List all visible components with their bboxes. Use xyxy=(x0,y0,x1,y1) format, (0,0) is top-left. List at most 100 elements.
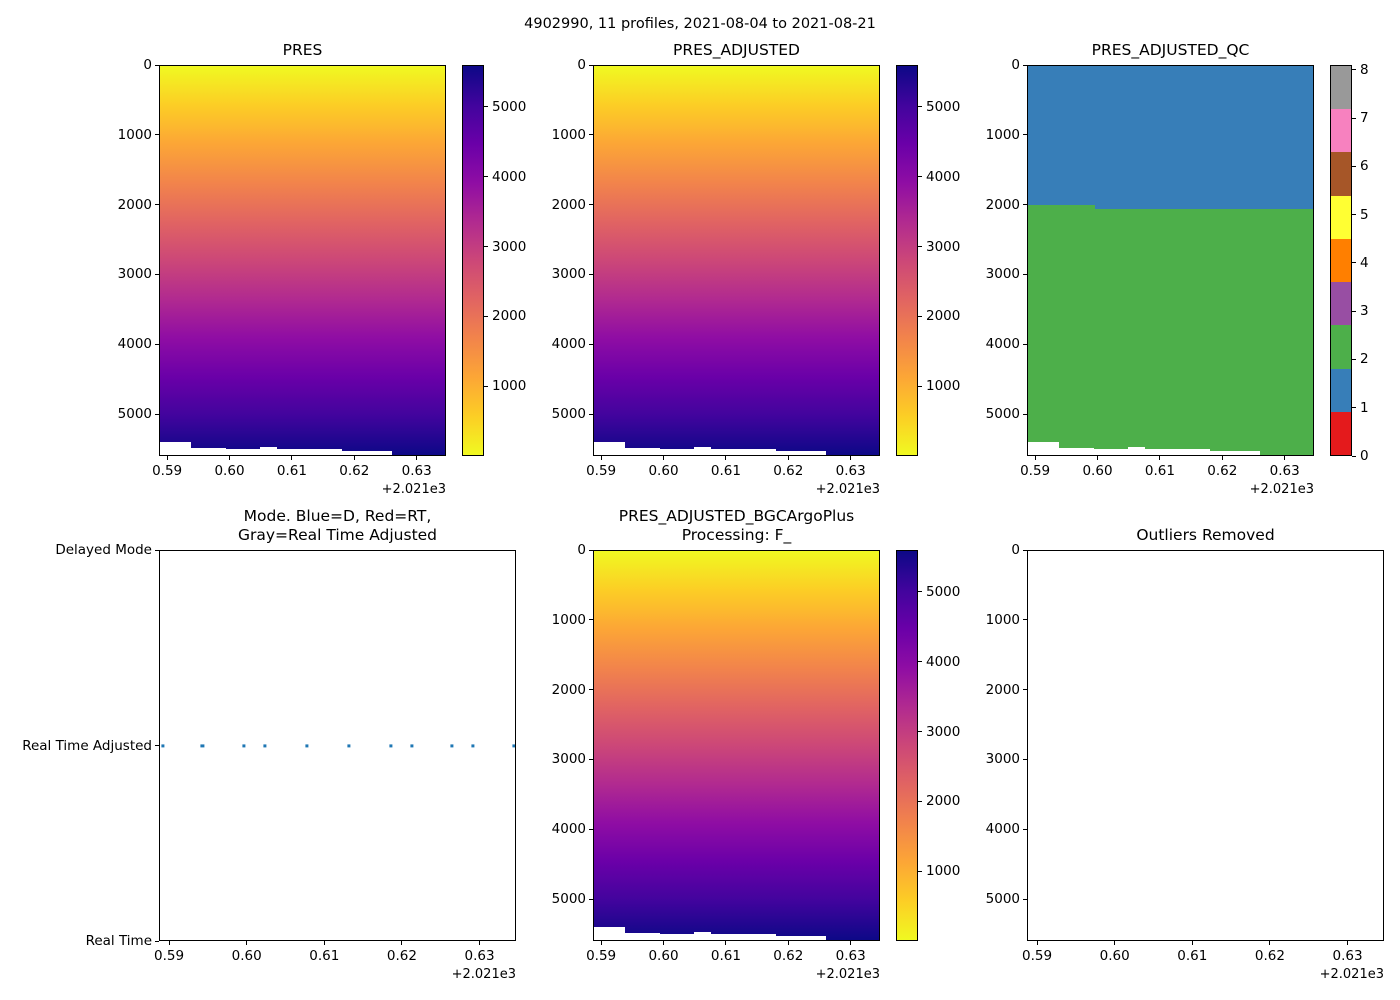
colorbar-tick-label: 5000 xyxy=(492,98,527,115)
x-tick-label: 0.63 xyxy=(835,948,866,964)
scatter-point-4 xyxy=(305,743,309,748)
y-tick-label: 2000 xyxy=(551,681,586,698)
y-tick-label: 5000 xyxy=(117,406,152,423)
colorbar-tick-label: 2000 xyxy=(926,793,961,810)
plot-area-pres_adjusted_qc xyxy=(1027,65,1314,456)
x-tick-mark xyxy=(1159,456,1161,460)
scatter-point-5 xyxy=(347,743,351,748)
x-tick-mark xyxy=(600,456,602,460)
colorbar-tick-mark xyxy=(484,385,488,387)
subplot-title-pres: PRES xyxy=(282,41,323,59)
depth-notch-5 xyxy=(1172,449,1210,455)
x-tick-mark xyxy=(850,941,852,945)
y-tick-mark xyxy=(154,413,159,415)
depth-notch-6 xyxy=(775,935,827,940)
colorbar-segment-qc8 xyxy=(1331,66,1351,110)
colorbar-tick-mark xyxy=(918,591,922,593)
heatmap-gradient-pres xyxy=(160,66,445,455)
figure-suptitle: 4902990, 11 profiles, 2021-08-04 to 2021… xyxy=(524,16,876,32)
x-tick-mark xyxy=(1191,941,1193,945)
y-tick-mark xyxy=(588,413,593,415)
x-tick-mark xyxy=(1034,456,1036,460)
scatter-point-8 xyxy=(450,743,454,748)
depth-notch-6 xyxy=(341,450,393,455)
depth-notch-1 xyxy=(624,448,660,455)
depth-notch-4 xyxy=(711,449,739,455)
colorbar-tick-mark xyxy=(1352,310,1356,312)
depth-notch-4 xyxy=(1145,449,1173,455)
colorbar-tick-label: 1000 xyxy=(926,378,961,395)
plot-area-pres_adjusted_bgc xyxy=(593,550,880,941)
y-tick-mark xyxy=(1022,689,1027,691)
colorbar-tick-label: 6 xyxy=(1360,158,1369,175)
y-tick-label: 2000 xyxy=(551,196,586,213)
y-tick-label: 3000 xyxy=(551,266,586,283)
y-tick-mark xyxy=(1022,273,1027,275)
y-tick-mark xyxy=(154,343,159,345)
colorbar-tick-label: 0 xyxy=(1360,448,1369,464)
depth-notch-0 xyxy=(594,442,625,455)
x-tick-label: 0.63 xyxy=(1269,463,1300,479)
y-tick-mark xyxy=(588,619,593,621)
depth-notch-6 xyxy=(1209,450,1261,455)
y-tick-mark xyxy=(1022,204,1027,206)
colorbar-tick-label: 1000 xyxy=(492,378,527,395)
y-tick-label: 5000 xyxy=(551,406,586,423)
colorbar-tick-mark xyxy=(484,315,488,317)
x-tick-label: 0.61 xyxy=(276,463,307,479)
x-tick-label: 0.60 xyxy=(648,948,679,964)
y-tick-mark xyxy=(1022,413,1027,415)
y-tick-mark xyxy=(588,828,593,830)
subplot-title-pres_adjusted: PRES_ADJUSTED xyxy=(673,41,800,59)
x-tick-label: 0.61 xyxy=(710,948,741,964)
colorbar-tick-label: 3000 xyxy=(926,238,961,255)
y-tick-label: 2000 xyxy=(985,681,1020,698)
depth-notch-2 xyxy=(1093,449,1129,455)
y-tick-label: 2000 xyxy=(985,196,1020,213)
y-tick-label: 3000 xyxy=(985,751,1020,768)
plot-area-pres xyxy=(159,65,446,456)
y-tick-mark xyxy=(154,940,159,942)
y-tick-label: 1000 xyxy=(117,126,152,143)
y-tick-label: 2000 xyxy=(117,196,152,213)
y-tick-label: 4000 xyxy=(551,336,586,353)
x-tick-label: 0.63 xyxy=(835,463,866,479)
depth-notch-0 xyxy=(1028,442,1059,455)
x-tick-label: 0.59 xyxy=(154,948,185,964)
y-tick-label: 0 xyxy=(577,542,586,558)
x-tick-mark xyxy=(1269,941,1271,945)
depth-notch-6 xyxy=(775,450,827,455)
colorbar-tick-label: 4000 xyxy=(926,653,961,670)
x-tick-label: 0.60 xyxy=(1082,463,1113,479)
y-tick-label: 4000 xyxy=(551,821,586,838)
scatter-point-7 xyxy=(409,743,414,748)
colorbar-tick-label: 5000 xyxy=(926,98,961,115)
x-tick-mark xyxy=(353,456,355,460)
depth-notch-3 xyxy=(694,932,712,940)
colorbar-tick-label: 7 xyxy=(1360,110,1369,127)
scatter-point-0 xyxy=(161,743,165,748)
y-tick-label: Real Time xyxy=(85,933,152,949)
colorbar-tick-label: 3000 xyxy=(492,238,527,255)
colorbar-segment-qc3 xyxy=(1331,282,1351,326)
x-tick-label: 0.60 xyxy=(1099,948,1130,964)
y-tick-label: 1000 xyxy=(551,611,586,628)
colorbar-tick-mark xyxy=(1352,358,1356,360)
depth-notch-5 xyxy=(304,449,342,455)
colorbar-tick-mark xyxy=(484,106,488,108)
y-tick-label: 4000 xyxy=(117,336,152,353)
y-tick-label: 1000 xyxy=(985,611,1020,628)
x-tick-mark xyxy=(663,941,664,945)
colorbar-tick-mark xyxy=(918,731,922,733)
y-tick-label: 3000 xyxy=(117,266,152,283)
x-tick-mark xyxy=(416,456,418,460)
colorbar-segment-qc1 xyxy=(1331,368,1351,412)
x-tick-label: 0.61 xyxy=(710,463,741,479)
y-tick-mark xyxy=(1022,898,1027,900)
depth-notch-2 xyxy=(659,934,695,940)
y-tick-mark xyxy=(588,758,593,760)
colorbar-tick-label: 8 xyxy=(1360,61,1369,78)
colorbar-tick-mark xyxy=(918,106,922,108)
depth-notch-2 xyxy=(225,449,261,455)
y-tick-label: 1000 xyxy=(551,126,586,143)
